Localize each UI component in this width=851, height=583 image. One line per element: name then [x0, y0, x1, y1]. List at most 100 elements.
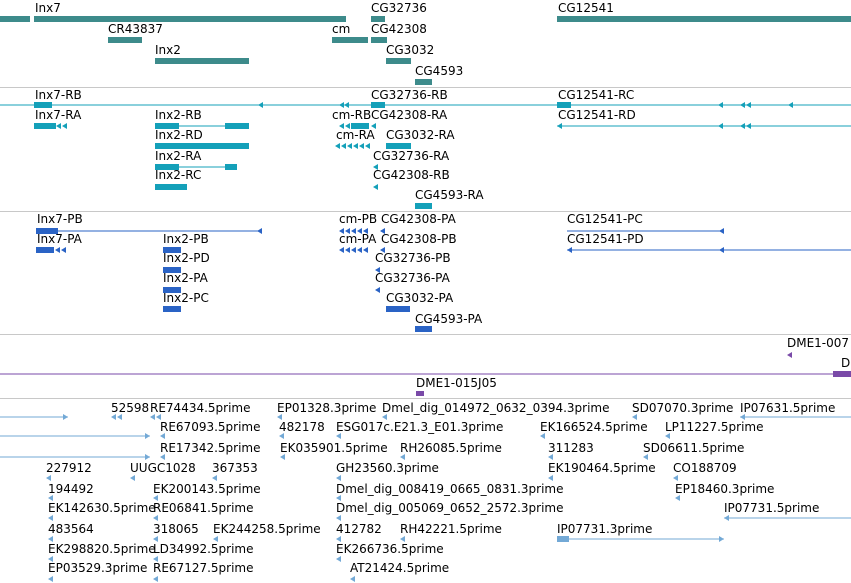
- est-label[interactable]: 412782: [336, 522, 382, 536]
- est-label[interactable]: EK266736.5prime: [336, 542, 444, 556]
- protein-features[interactable]: [0, 212, 851, 334]
- est-label[interactable]: EK200143.5prime: [153, 482, 261, 496]
- gene-feature[interactable]: [415, 79, 432, 85]
- gene-label[interactable]: CG32736: [371, 1, 427, 15]
- est-label[interactable]: EK244258.5prime: [213, 522, 321, 536]
- transcript-label[interactable]: CG42308-RB: [373, 168, 450, 182]
- gene-label[interactable]: Inx7: [35, 1, 61, 15]
- transcript-label[interactable]: Inx7-RA: [35, 108, 82, 122]
- transcript-label[interactable]: Inx2-RC: [155, 168, 202, 182]
- est-label[interactable]: RE74434.5prime: [150, 401, 251, 415]
- est-label[interactable]: 482178: [279, 420, 325, 434]
- est-label[interactable]: EP03529.3prime: [48, 561, 148, 575]
- gene-feature[interactable]: [386, 58, 411, 64]
- est-label[interactable]: CO188709: [673, 461, 737, 475]
- protein-label[interactable]: Inx2-PB: [163, 232, 209, 246]
- gene-feature[interactable]: [108, 37, 142, 43]
- transcript-label[interactable]: Inx2-RA: [155, 149, 202, 163]
- probe-label[interactable]: D: [841, 356, 851, 370]
- protein-label[interactable]: CG3032-PA: [386, 291, 454, 305]
- protein-label[interactable]: CG42308-PB: [381, 232, 457, 246]
- protein-label[interactable]: Inx2-PD: [163, 251, 210, 265]
- est-label[interactable]: ESG017c.E21.3_E01.3prime: [336, 420, 504, 434]
- transcript-label[interactable]: CG32736-RA: [373, 149, 450, 163]
- est-label[interactable]: RE67127.5prime: [153, 561, 254, 575]
- transcript-features[interactable]: [0, 88, 851, 213]
- transcript-label[interactable]: Inx2-RB: [155, 108, 202, 122]
- protein-label[interactable]: CG32736-PB: [375, 251, 451, 265]
- est-label[interactable]: RE06841.5prime: [153, 501, 254, 515]
- est-label[interactable]: IP07731.3prime: [557, 522, 653, 536]
- protein-label[interactable]: Inx2-PC: [163, 291, 209, 305]
- gene-label[interactable]: CR43837: [108, 22, 163, 36]
- protein-label[interactable]: CG32736-PA: [375, 271, 450, 285]
- protein-label[interactable]: CG42308-PA: [381, 212, 456, 226]
- est-label[interactable]: 311283: [548, 441, 594, 455]
- gene-feature[interactable]: [371, 16, 385, 22]
- est-label[interactable]: 483564: [48, 522, 94, 536]
- est-label[interactable]: UUGC1028: [130, 461, 196, 475]
- gene-feature[interactable]: [332, 37, 368, 43]
- transcript-label[interactable]: cm-RA: [336, 128, 375, 142]
- est-label[interactable]: EK142630.5prime: [48, 501, 156, 515]
- transcript-label[interactable]: Inx2-RD: [155, 128, 203, 142]
- transcript-label[interactable]: CG32736-RB: [371, 88, 448, 102]
- est-label[interactable]: 227912: [46, 461, 92, 475]
- protein-label[interactable]: CG12541-PC: [567, 212, 643, 226]
- gene-label[interactable]: CG4593: [415, 64, 464, 78]
- est-label[interactable]: AT21424.5prime: [350, 561, 450, 575]
- est-label[interactable]: Dmel_dig_014972_0632_0394.3prime: [382, 401, 610, 415]
- est-label[interactable]: 318065: [153, 522, 199, 536]
- est-label[interactable]: Dmel_dig_008419_0665_0831.3prime: [336, 482, 564, 496]
- est-label[interactable]: SD07070.3prime: [632, 401, 734, 415]
- probe-label[interactable]: DME1-015J05: [416, 376, 497, 390]
- est-label[interactable]: RH26085.5prime: [400, 441, 502, 455]
- protein-label[interactable]: Inx7-PB: [37, 212, 83, 226]
- est-label[interactable]: 367353: [212, 461, 258, 475]
- gene-feature[interactable]: [0, 16, 30, 22]
- transcript-label[interactable]: CG42308-RA: [371, 108, 448, 122]
- transcript-label[interactable]: CG12541-RD: [558, 108, 636, 122]
- est-label[interactable]: EP01328.3prime: [277, 401, 377, 415]
- protein-label[interactable]: CG12541-PD: [567, 232, 644, 246]
- est-label[interactable]: RE17342.5prime: [160, 441, 261, 455]
- transcript-label[interactable]: cm-RB: [332, 108, 372, 122]
- est-label[interactable]: RH42221.5prime: [400, 522, 502, 536]
- gene-feature[interactable]: [557, 16, 851, 22]
- est-label[interactable]: RE67093.5prime: [160, 420, 261, 434]
- transcript-label[interactable]: CG3032-RA: [386, 128, 455, 142]
- est-label[interactable]: EK298820.5prime: [48, 542, 156, 556]
- est-label[interactable]: EK190464.5prime: [548, 461, 656, 475]
- gene-label[interactable]: CG3032: [386, 43, 435, 57]
- protein-label[interactable]: CG4593-PA: [415, 312, 483, 326]
- probe-label[interactable]: DME1-007: [787, 336, 850, 350]
- est-label[interactable]: LP11227.5prime: [665, 420, 764, 434]
- est-label[interactable]: 52598: [111, 401, 150, 415]
- protein-label[interactable]: cm-PB: [339, 212, 378, 226]
- gene-label[interactable]: CG42308: [371, 22, 427, 36]
- est-label[interactable]: LD34992.5prime: [153, 542, 254, 556]
- transcript-label[interactable]: CG12541-RC: [558, 88, 635, 102]
- est-label[interactable]: SD06611.5prime: [643, 441, 745, 455]
- est-label[interactable]: 194492: [48, 482, 94, 496]
- probe-features[interactable]: [0, 335, 851, 397]
- protein-label[interactable]: cm-PA: [339, 232, 377, 246]
- est-label[interactable]: Dmel_dig_005069_0652_2572.3prime: [336, 501, 564, 515]
- est-label[interactable]: GH23560.3prime: [336, 461, 439, 475]
- gene-feature[interactable]: [155, 58, 249, 64]
- gene-label[interactable]: Inx2: [155, 43, 181, 57]
- gene-feature[interactable]: [34, 16, 346, 22]
- est-label[interactable]: IP07731.5prime: [724, 501, 820, 515]
- est-label[interactable]: EK166524.5prime: [540, 420, 648, 434]
- gene-label[interactable]: cm: [332, 22, 351, 36]
- est-features[interactable]: [0, 399, 851, 583]
- est-label[interactable]: IP07631.5prime: [740, 401, 836, 415]
- gene-label[interactable]: CG12541: [558, 1, 614, 15]
- transcript-label[interactable]: Inx7-RB: [35, 88, 82, 102]
- gene-feature[interactable]: [371, 37, 387, 43]
- protein-label[interactable]: Inx2-PA: [163, 271, 208, 285]
- transcript-label[interactable]: CG4593-RA: [415, 188, 484, 202]
- est-label[interactable]: EK035901.5prime: [280, 441, 388, 455]
- protein-label[interactable]: Inx7-PA: [37, 232, 82, 246]
- est-label[interactable]: EP18460.3prime: [675, 482, 775, 496]
